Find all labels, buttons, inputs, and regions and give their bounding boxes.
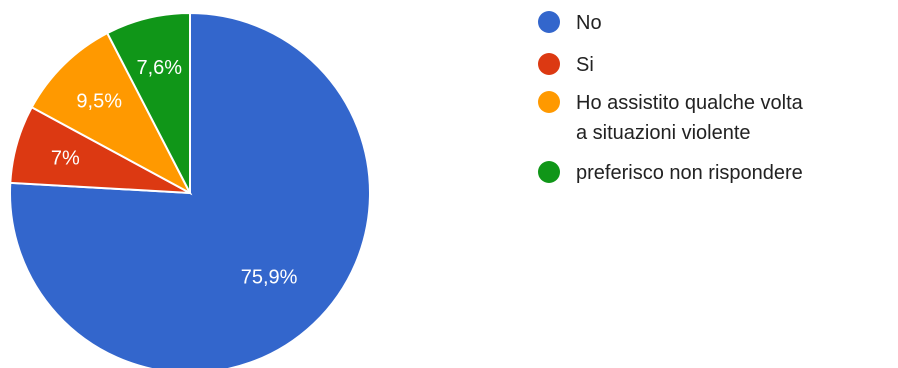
pie-slice-labels: 75,9% 7% 9,5% 7,6% bbox=[51, 57, 298, 289]
pie-slices bbox=[9, 11, 371, 368]
legend-marker-1 bbox=[538, 53, 560, 75]
legend-marker-2 bbox=[538, 91, 560, 113]
pie-slice-label-1: 7% bbox=[51, 148, 80, 170]
pie-slice-label-3: 7,6% bbox=[137, 57, 183, 79]
legend-marker-0 bbox=[538, 11, 560, 33]
pie-slice-0 bbox=[9, 11, 371, 368]
pie-slice-label-2: 9,5% bbox=[76, 91, 122, 113]
legend-label-2: Ho assistito qualche volta a situazioni v… bbox=[576, 92, 804, 144]
legend-label-0: No bbox=[576, 12, 602, 34]
pie-slice-3 bbox=[105, 11, 191, 194]
pie-slice-2 bbox=[30, 31, 193, 196]
legend: No Si Ho assistito qualche volta a situazio… bbox=[538, 11, 804, 184]
legend-label-3: preferisco non rispondere bbox=[576, 162, 803, 184]
pie-slice-label-0: 75,9% bbox=[241, 267, 298, 289]
legend-label-1: Si bbox=[576, 54, 594, 76]
legend-marker-3 bbox=[538, 161, 560, 183]
